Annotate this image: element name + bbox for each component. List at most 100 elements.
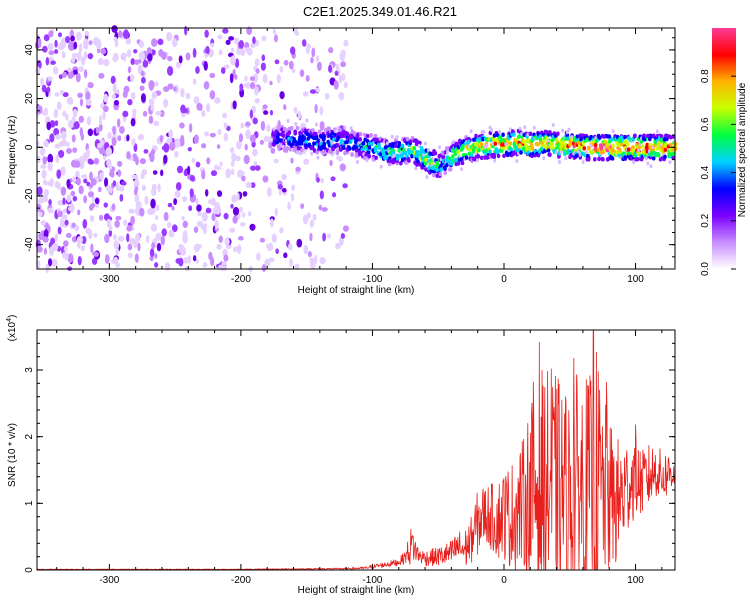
- spectrogram-noise-cell: [70, 159, 77, 168]
- spectrogram-noise-cell: [77, 92, 84, 99]
- spectrogram-noise-cell: [210, 170, 218, 177]
- spectrogram-halo-cell: [294, 121, 298, 126]
- spectrogram-signal-cell: [370, 141, 374, 146]
- spectrogram-noise-cell: [270, 218, 274, 228]
- spectrogram-signal-cell: [601, 157, 605, 162]
- spectrogram-halo-cell: [414, 166, 418, 171]
- spectrogram-noise-cell: [58, 74, 63, 80]
- spectrogram-noise-cell: [57, 32, 63, 38]
- spectrogram-noise-cell: [164, 262, 171, 271]
- spectrogram-noise-cell: [91, 195, 96, 203]
- spectrogram-noise-cell: [320, 177, 325, 184]
- spectrogram-noise-cell: [174, 190, 181, 198]
- spectrogram-signal-cell: [367, 145, 372, 150]
- spectrogram-halo-cell: [417, 143, 421, 148]
- spectrogram-noise-cell: [88, 191, 95, 198]
- spectrogram-noise-cell: [321, 207, 328, 212]
- y-tick-label: 0: [24, 144, 35, 150]
- spectrogram-halo-cell: [452, 139, 456, 144]
- spectrogram-noise-cell: [115, 247, 120, 256]
- spectrogram-noise-cell: [329, 159, 333, 167]
- spectrogram-noise-cell: [127, 99, 133, 106]
- spectrogram-signal-cell: [471, 148, 476, 153]
- spectrogram-noise-cell: [235, 58, 240, 68]
- spectrogram-noise-cell: [328, 64, 333, 73]
- spectrogram-signal-cell: [304, 139, 308, 145]
- spectrogram-noise-cell: [256, 252, 261, 261]
- spectrogram-noise-cell: [255, 68, 260, 74]
- spectrogram-noise-cell: [133, 179, 140, 188]
- spectrogram-signal-cell: [651, 156, 656, 161]
- spectrogram-noise-cell: [232, 246, 239, 253]
- snr-y-label: SNR (10 * v/v): [7, 423, 18, 487]
- spectrogram-halo-cell: [426, 148, 430, 153]
- spectrogram-noise-cell: [93, 157, 100, 165]
- spectrogram-noise-cell: [148, 98, 155, 106]
- spectrogram-noise-cell: [148, 115, 154, 124]
- spectrogram-noise-cell: [300, 203, 305, 209]
- spectrogram-noise-cell: [73, 41, 78, 50]
- spectrogram-noise-cell: [163, 98, 169, 108]
- spectrogram-noise-cell: [335, 63, 340, 73]
- x-tick-label: 0: [501, 575, 507, 586]
- spectrogram-noise-cell: [196, 204, 202, 212]
- spectrogram-halo-cell: [395, 135, 399, 140]
- spectrogram-noise-cell: [202, 262, 208, 268]
- spectrogram-noise-cell: [276, 73, 281, 84]
- spectrogram-halo-cell: [316, 155, 320, 160]
- spectrogram-noise-cell: [67, 206, 74, 212]
- spectrogram-noise-cell: [133, 238, 138, 249]
- spectrogram-noise-cell: [253, 160, 258, 166]
- spectrogram-signal-cell: [610, 156, 615, 161]
- spectrogram-noise-cell: [281, 173, 287, 181]
- spectrogram-halo-cell: [632, 159, 636, 164]
- spectrogram-noise-cell: [78, 66, 84, 73]
- spectrogram-halo-cell: [485, 143, 489, 148]
- spectrogram-noise-cell: [203, 61, 208, 71]
- spectrogram-noise-cell: [39, 147, 46, 156]
- spectrogram-noise-cell: [183, 256, 189, 264]
- spectrogram-noise-cell: [53, 128, 60, 136]
- spectrogram-signal-cell: [277, 145, 281, 150]
- spectrogram-noise-cell: [139, 85, 145, 91]
- spectrogram-noise-cell: [55, 154, 60, 163]
- spectrogram-noise-cell: [340, 61, 346, 68]
- spectrogram-halo-cell: [295, 150, 299, 155]
- spectrogram-noise-cell: [275, 248, 279, 255]
- spectrogram-noise-cell: [43, 139, 49, 148]
- spectrogram-signal-cell: [512, 141, 517, 147]
- spectrogram-noise-cell: [70, 35, 75, 42]
- spectrogram-noise-cell: [343, 81, 348, 89]
- spectrogram-noise-cell: [145, 235, 150, 243]
- spectrogram-noise-cell: [223, 212, 229, 220]
- spectrogram-halo-cell: [469, 129, 473, 134]
- spectrogram-halo-cell: [314, 122, 318, 127]
- spectrogram-signal-cell: [556, 131, 560, 136]
- spectrogram-noise-cell: [138, 40, 144, 48]
- spectrogram-noise-cell: [71, 236, 78, 243]
- spectrogram-noise-cell: [254, 58, 260, 67]
- spectrogram-halo-cell: [299, 151, 303, 156]
- spectrogram-signal-cell: [663, 154, 667, 160]
- spectrogram-noise-cell: [166, 138, 173, 144]
- y-tick-label: 20: [24, 93, 35, 105]
- spectrogram-noise-cell: [103, 58, 110, 67]
- spectrogram-noise-cell: [70, 29, 74, 37]
- spectrogram-noise-cell: [83, 69, 88, 79]
- spectrogram-noise-cell: [104, 233, 110, 244]
- spectrogram-noise-cell: [52, 242, 59, 251]
- spectrogram-noise-cell: [44, 195, 48, 203]
- spectrogram-noise-cell: [60, 131, 67, 140]
- spectrogram-signal-cell: [496, 153, 501, 159]
- spectrogram-signal-cell: [289, 126, 294, 131]
- spectrogram-noise-cell: [218, 49, 223, 56]
- spectrogram-halo-cell: [365, 157, 369, 162]
- spectrogram-halo-cell: [431, 156, 435, 161]
- spectrogram-noise-cell: [180, 134, 185, 144]
- spectrogram-noise-cell: [221, 260, 227, 266]
- spectrogram-noise-cell: [197, 211, 202, 217]
- spectrogram-noise-cell: [274, 34, 278, 43]
- spectrogram-noise-cell: [299, 69, 305, 77]
- spectrogram-noise-cell: [201, 211, 208, 222]
- spectrogram-halo-cell: [379, 164, 383, 169]
